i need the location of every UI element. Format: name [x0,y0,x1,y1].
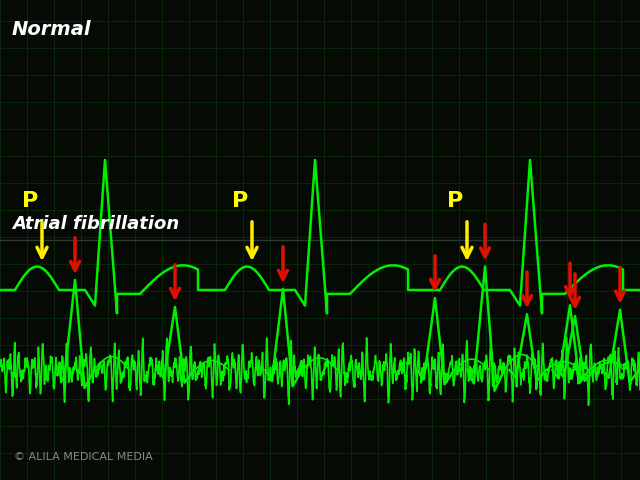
Text: P: P [22,191,38,211]
Text: © ALILA MEDICAL MEDIA: © ALILA MEDICAL MEDIA [14,452,153,462]
Text: P: P [232,191,248,211]
Text: P: P [447,191,463,211]
Text: Normal: Normal [12,20,92,39]
Text: Atrial fibrillation: Atrial fibrillation [12,215,179,233]
